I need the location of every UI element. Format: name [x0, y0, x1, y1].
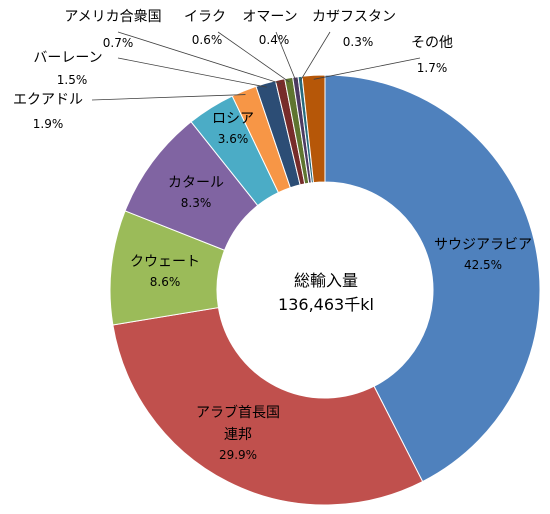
center-label: 総輸入量 136,463千kl: [278, 271, 374, 314]
center-label-title: 総輸入量: [294, 271, 358, 290]
slice-name-11: その他: [411, 35, 453, 51]
slice-value-9: 0.4%: [259, 33, 290, 47]
leader-lines: [91, 31, 421, 101]
slice-value-6: 1.5%: [57, 73, 88, 87]
slice-name-8: イラク: [184, 9, 226, 25]
slice-name-1-0: アラブ首長国: [196, 404, 280, 421]
slice-name-3: カタール: [168, 175, 224, 191]
leader-line-6: [117, 57, 267, 88]
leader-line-5: [91, 94, 246, 101]
slice-name-2: クウェート: [130, 254, 200, 270]
center-label-total: 136,463千kl: [278, 295, 374, 314]
leader-line-11: [313, 57, 421, 80]
slice-value-2: 8.6%: [150, 275, 181, 289]
slice-value-1: 29.9%: [219, 448, 257, 462]
slice-value-10: 0.3%: [343, 35, 374, 49]
slice-name-10: カザフスタン: [312, 9, 396, 25]
slice-name-7: アメリカ合衆国: [64, 9, 161, 25]
donut-slices: [109, 74, 541, 506]
slice-1: [112, 306, 424, 506]
slice-name-4: ロシア: [212, 111, 254, 127]
slice-name-9: オマーン: [242, 9, 297, 25]
slice-11: [301, 74, 326, 184]
slice-value-11: 1.7%: [417, 61, 448, 75]
leader-line-9: [275, 31, 297, 82]
slice-value-4: 3.6%: [218, 132, 249, 146]
leader-line-8: [217, 31, 290, 83]
slice-name-1-1: 連邦: [224, 427, 252, 443]
slice-value-0: 42.5%: [464, 258, 502, 272]
slice-value-3: 8.3%: [181, 196, 212, 210]
slice-name-0: サウジアラビア: [434, 237, 532, 253]
slice-name-6: バーレーン: [33, 50, 102, 66]
leader-line-10: [300, 31, 331, 81]
slice-value-8: 0.6%: [192, 33, 223, 47]
slice-name-5: エクアドル: [13, 92, 83, 108]
slice-0: [324, 74, 541, 483]
slice-value-7: 0.7%: [103, 36, 134, 50]
leader-line-7: [117, 31, 282, 85]
slice-value-5: 1.9%: [33, 117, 64, 131]
